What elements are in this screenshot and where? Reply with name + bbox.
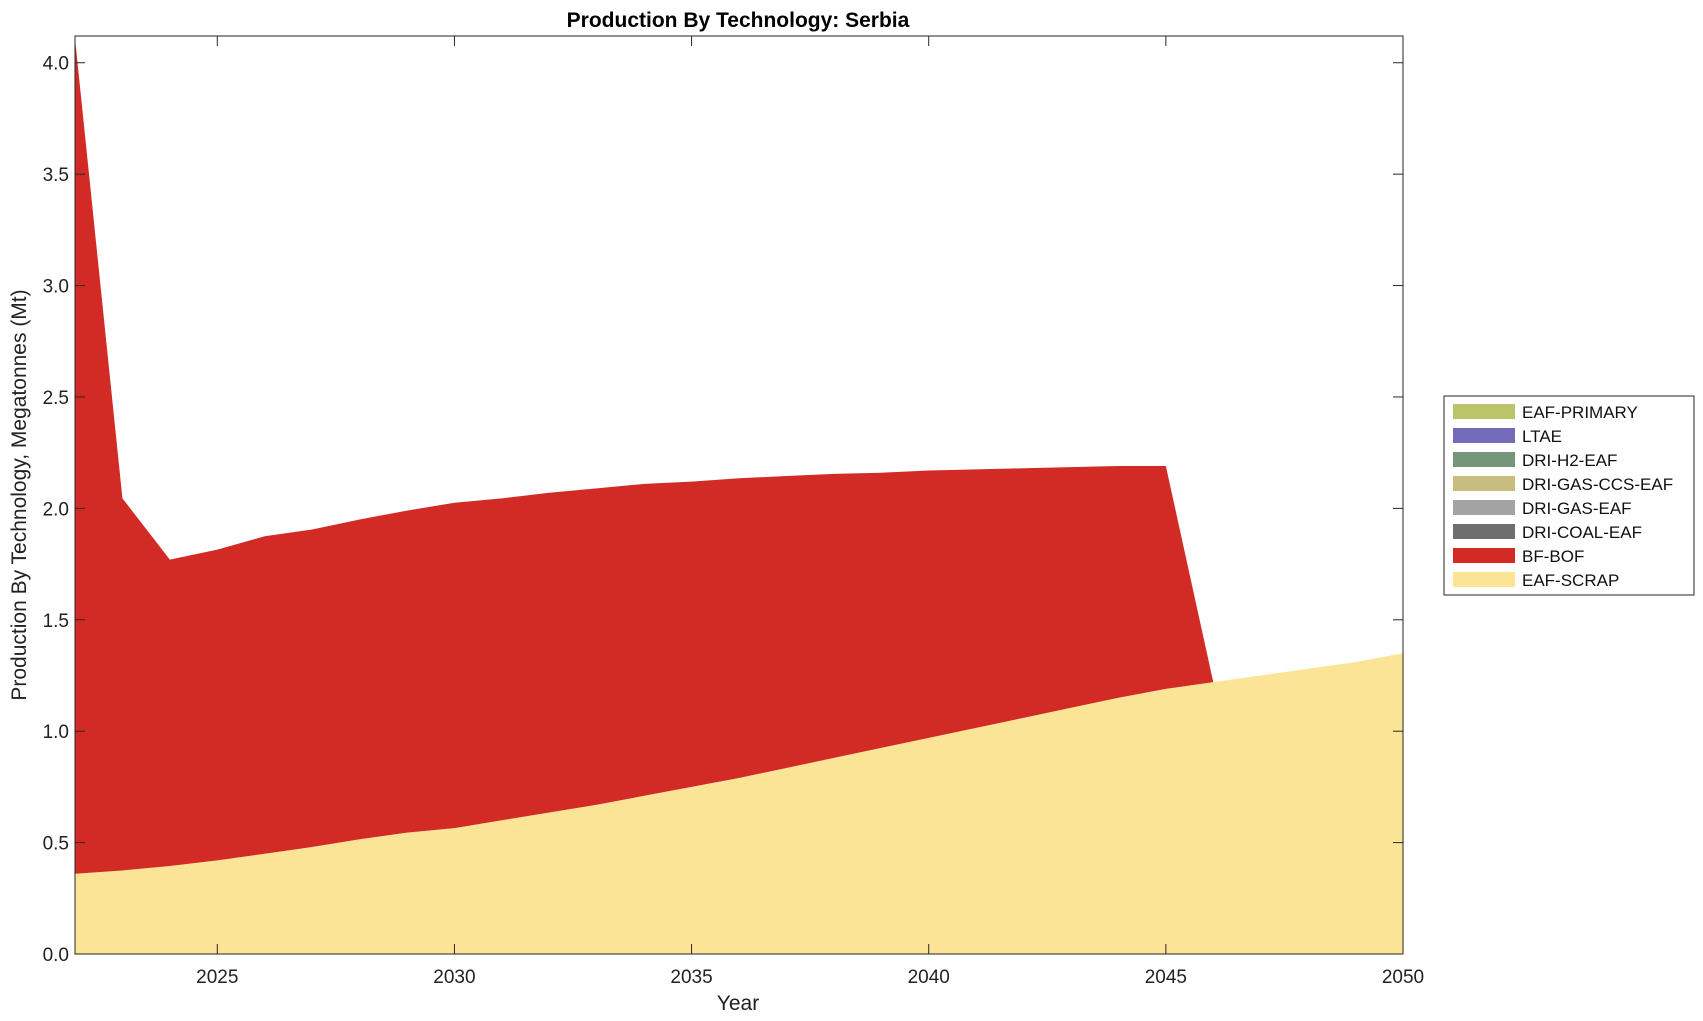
legend-swatch-dri-gas-eaf bbox=[1453, 500, 1515, 515]
y-axis: 0.0 0.5 1.0 1.5 2.0 2.5 3.0 3.5 4.0 bbox=[43, 54, 1403, 966]
y-tick-label: 0.5 bbox=[43, 834, 69, 855]
x-tick-label: 2040 bbox=[908, 967, 950, 988]
legend-swatch-dri-h2-eaf bbox=[1453, 452, 1515, 467]
legend-label-eaf-primary: EAF-PRIMARY bbox=[1522, 403, 1638, 422]
legend-label-dri-coal-eaf: DRI-COAL-EAF bbox=[1522, 523, 1642, 542]
legend: EAF-PRIMARY LTAE DRI-H2-EAF DRI-GAS-CCS-EAF… bbox=[1443, 395, 1695, 596]
legend-label-dri-gas-ccs-eaf: DRI-GAS-CCS-EAF bbox=[1522, 475, 1673, 494]
legend-label-eaf-scrap: EAF-SCRAP bbox=[1522, 571, 1619, 590]
legend-swatch-ltae bbox=[1453, 428, 1515, 443]
y-tick-label: 2.5 bbox=[43, 388, 69, 409]
y-tick-label: 1.5 bbox=[43, 611, 69, 632]
y-tick-label: 2.0 bbox=[43, 499, 69, 520]
x-tick-label: 2030 bbox=[433, 967, 475, 988]
legend-label-dri-gas-eaf: DRI-GAS-EAF bbox=[1522, 499, 1632, 518]
plot-areas bbox=[75, 38, 1403, 954]
area-bf-bof bbox=[75, 38, 1403, 874]
chart-title: Production By Technology: Serbia bbox=[567, 9, 910, 32]
plot-frame bbox=[74, 35, 1404, 955]
area-eaf-scrap bbox=[75, 653, 1403, 954]
legend-swatch-dri-coal-eaf bbox=[1453, 524, 1515, 539]
x-tick-label: 2035 bbox=[670, 967, 712, 988]
y-tick-label: 0.0 bbox=[43, 945, 69, 966]
x-tick-label: 2050 bbox=[1382, 967, 1424, 988]
x-tick-label: 2045 bbox=[1145, 967, 1187, 988]
y-tick-label: 3.5 bbox=[43, 165, 69, 186]
legend-label-ltae: LTAE bbox=[1522, 427, 1562, 446]
legend-swatch-eaf-primary bbox=[1453, 404, 1515, 419]
x-axis-label: Year bbox=[717, 992, 759, 1015]
y-tick-label: 4.0 bbox=[43, 54, 69, 75]
legend-label-bf-bof: BF-BOF bbox=[1522, 547, 1584, 566]
x-axis: 2025 2030 2035 2040 2045 2050 bbox=[196, 36, 1424, 988]
y-axis-label: Production By Technology, Megatonnes (Mt… bbox=[8, 289, 31, 700]
legend-swatch-dri-gas-ccs-eaf bbox=[1453, 476, 1515, 491]
y-tick-label: 3.0 bbox=[43, 277, 69, 298]
x-tick-label: 2025 bbox=[196, 967, 238, 988]
legend-swatch-bf-bof bbox=[1453, 548, 1515, 563]
legend-swatch-eaf-scrap bbox=[1453, 572, 1515, 587]
legend-label-dri-h2-eaf: DRI-H2-EAF bbox=[1522, 451, 1617, 470]
y-tick-label: 1.0 bbox=[43, 722, 69, 743]
